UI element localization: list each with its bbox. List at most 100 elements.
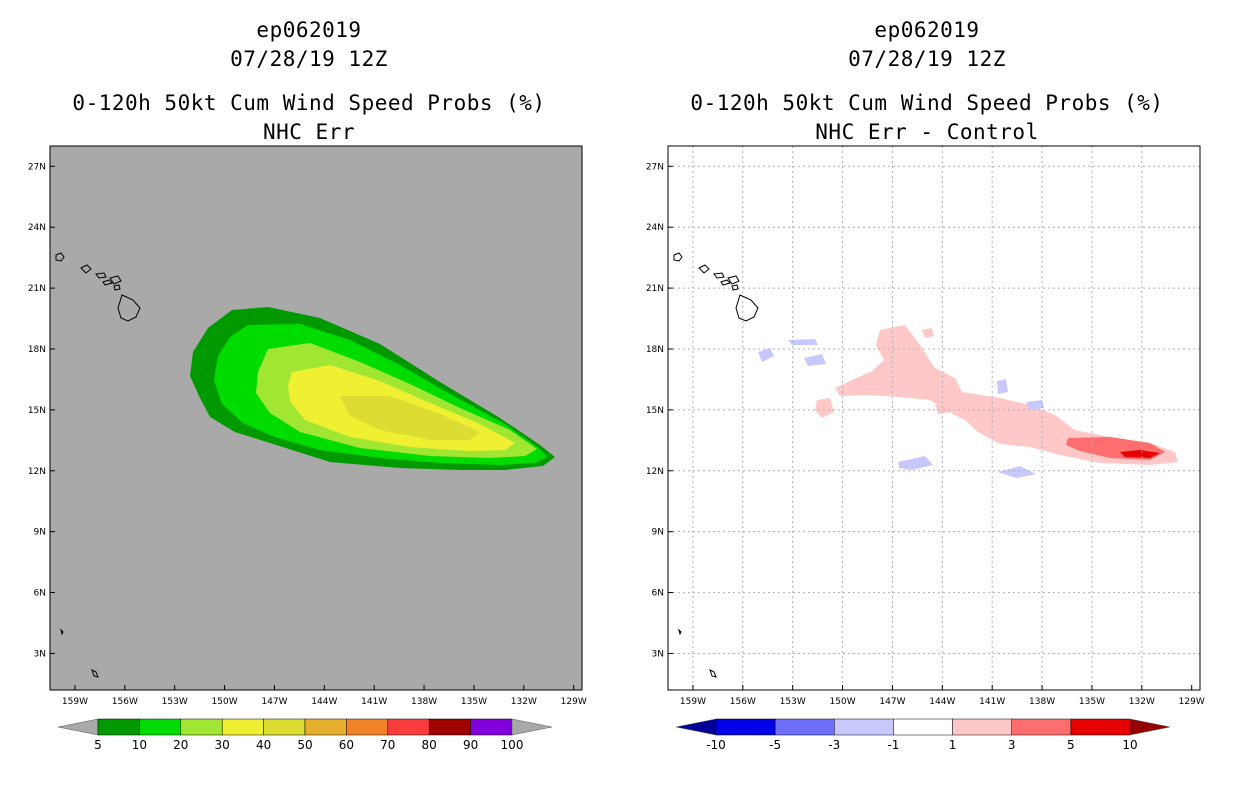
lon-tick-label: 156W [730, 697, 756, 707]
colorbar-label: -1 [887, 738, 899, 752]
left-datetime: 07/28/19 12Z [230, 47, 388, 71]
island-outline [678, 628, 682, 636]
colorbar-under-arrow [675, 718, 717, 736]
colorbar-swatch [893, 718, 953, 736]
right-product-title: 0-120h 50kt Cum Wind Speed Probs (%) [690, 91, 1164, 115]
colorbar-swatch [263, 718, 306, 736]
colorbar-swatch [97, 718, 140, 736]
lat-tick-label: 18N [646, 345, 664, 355]
lon-tick-label: 135W [461, 697, 487, 707]
island-outline [102, 279, 113, 286]
colorbar-swatch [470, 718, 513, 736]
colorbar-under-arrow [57, 718, 99, 736]
right-storm-id: ep062019 [874, 18, 980, 42]
lon-tick-label: 129W [561, 697, 587, 707]
lat-tick-label: 6N [652, 589, 664, 599]
colorbar-label: 5 [1067, 738, 1075, 752]
island-outline [713, 272, 725, 279]
lat-tick-label: 21N [28, 284, 46, 294]
lon-tick-label: 144W [929, 697, 955, 707]
colorbar-swatch [952, 718, 1012, 736]
colorbar-swatch [715, 718, 776, 736]
lon-tick-label: 141W [361, 697, 387, 707]
left-colorbar: 5 10 20 30 40 50 60 70 80 90 100 [57, 718, 553, 752]
diff-neg-1-3 [997, 379, 1008, 394]
island-outline [55, 252, 65, 262]
diff-pos-5-10 [1120, 450, 1160, 458]
lon-tick-label: 159W [680, 697, 706, 707]
right-map-frame [667, 145, 1201, 691]
lon-tick-label: 156W [112, 697, 138, 707]
colorbar-label: 100 [501, 738, 524, 752]
right-panel: ep062019 07/28/19 12Z 0-120h 50kt Cum Wi… [618, 0, 1236, 800]
colorbar-swatch [180, 718, 223, 736]
lon-tick-label: 132W [1129, 697, 1155, 707]
colorbar-label: 60 [339, 738, 354, 752]
diff-neg-1-3 [1026, 400, 1044, 410]
colorbar-label: 40 [256, 738, 271, 752]
colorbar-swatch [834, 718, 894, 736]
lon-tick-label: 135W [1079, 697, 1105, 707]
lat-tick-label: 27N [646, 162, 664, 172]
diff-neg-1-3 [804, 354, 826, 366]
colorbar-swatch [774, 718, 835, 736]
colorbar-label: 30 [215, 738, 230, 752]
lon-tick-label: 129W [1179, 697, 1205, 707]
lon-tick-label: 138W [411, 697, 437, 707]
colorbar-label: 5 [94, 738, 102, 752]
colorbar-swatch [1070, 718, 1131, 736]
right-colorbar: -10 -5 -3 -1 1 3 5 10 [675, 718, 1171, 752]
lon-tick-label: 132W [511, 697, 537, 707]
colorbar-label: -3 [828, 738, 840, 752]
colorbar-label: 20 [173, 738, 188, 752]
diff-pos-1-3 [815, 398, 834, 418]
left-probability-contours [190, 307, 555, 470]
lat-tick-label: 21N [646, 284, 664, 294]
island-outline [673, 252, 683, 262]
colorbar-swatch [221, 718, 264, 736]
right-subtitle: NHC Err - Control [815, 120, 1039, 144]
right-coastline [673, 252, 759, 678]
lon-tick-label: 141W [979, 697, 1005, 707]
island-outline [80, 264, 92, 274]
diff-neg-1-3 [898, 456, 933, 470]
island-outline [720, 279, 731, 286]
colorbar-label: 80 [422, 738, 437, 752]
island-outline [117, 294, 141, 322]
lon-tick-label: 153W [162, 697, 188, 707]
island-outline [95, 272, 107, 279]
lon-tick-label: 144W [311, 697, 337, 707]
island-outline [91, 669, 99, 678]
island-outline [735, 294, 759, 322]
diff-neg-1-3 [758, 348, 774, 362]
lat-tick-label: 3N [652, 649, 664, 659]
lat-tick-label: 9N [652, 528, 664, 538]
diff-neg-1-3 [788, 339, 818, 345]
lon-tick-label: 147W [879, 697, 905, 707]
colorbar-label: 10 [132, 738, 147, 752]
colorbar-label: 90 [463, 738, 478, 752]
island-outline [731, 284, 739, 291]
colorbar-label: -10 [706, 738, 726, 752]
left-product-title: 0-120h 50kt Cum Wind Speed Probs (%) [72, 91, 546, 115]
diff-pos-1-3 [922, 328, 934, 338]
lon-tick-label: 153W [780, 697, 806, 707]
lat-tick-label: 18N [28, 345, 46, 355]
lat-tick-label: 9N [34, 528, 46, 538]
lat-tick-label: 6N [34, 589, 46, 599]
colorbar-swatch [428, 718, 471, 736]
colorbar-label: 70 [380, 738, 395, 752]
colorbar-label: -5 [769, 738, 781, 752]
left-map: 27N 24N 21N 18N 15N 12N 9N 6N 3N 159W 156W 153W 150W… [28, 145, 587, 707]
island-outline [109, 275, 122, 285]
lon-tick-label: 147W [261, 697, 287, 707]
lon-tick-label: 138W [1029, 697, 1055, 707]
lat-tick-label: 24N [28, 223, 46, 233]
right-gridlines [668, 146, 1200, 690]
island-outline [727, 275, 740, 285]
colorbar-swatch [139, 718, 182, 736]
colorbar-swatch [387, 718, 430, 736]
left-panel: ep062019 07/28/19 12Z 0-120h 50kt Cum Wi… [72, 18, 546, 144]
lat-tick-label: 15N [646, 406, 664, 416]
island-outline [698, 264, 710, 274]
